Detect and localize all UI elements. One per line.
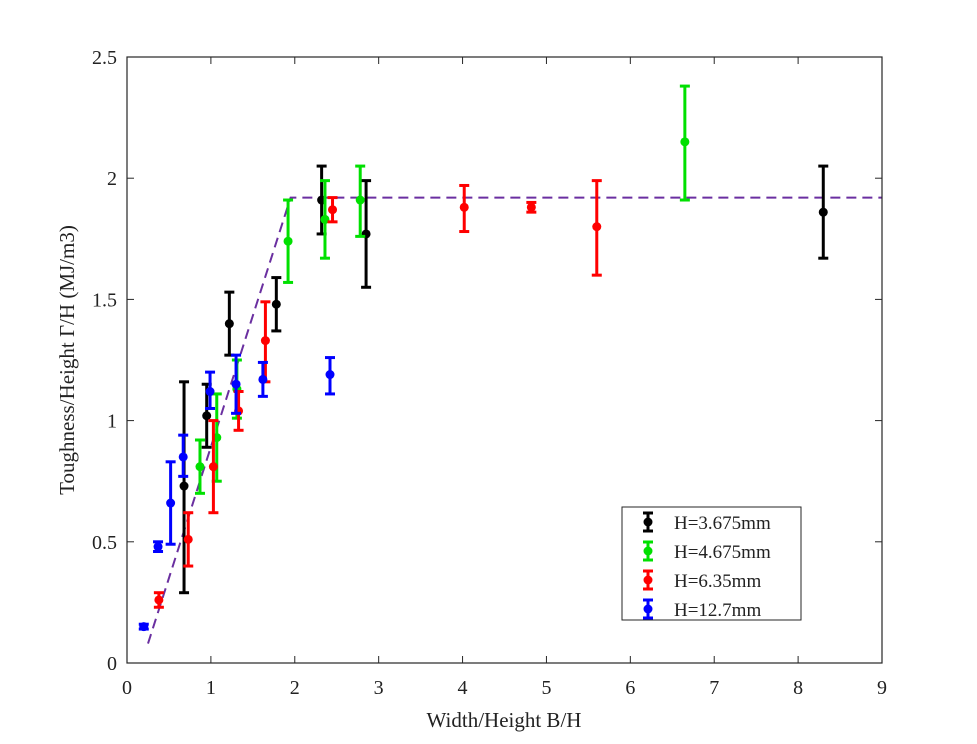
y-tick-label: 1.5 <box>92 289 117 311</box>
x-tick-label: 0 <box>122 677 132 699</box>
x-tick-label: 9 <box>877 677 887 699</box>
data-point <box>224 319 234 329</box>
legend-marker <box>643 517 653 527</box>
y-axis-title: Toughness/Height Γ/H (MJ/m3) <box>55 225 79 495</box>
y-tick-label: 0 <box>107 653 117 675</box>
y-tick-label: 2.5 <box>92 47 117 69</box>
x-tick-label: 1 <box>206 677 216 699</box>
series-3 <box>138 353 336 632</box>
legend-label: H=3.675mm <box>674 513 771 534</box>
y-tick-label: 1 <box>107 411 117 433</box>
data-point <box>526 202 536 212</box>
axis-ticks <box>126 56 883 664</box>
data-point <box>202 411 212 421</box>
data-point <box>355 195 365 205</box>
data-point <box>592 222 602 232</box>
data-point <box>328 205 338 215</box>
tick-labels: 0 1 2 3 4 5 6 7 8 9 0 0.5 1 1.5 2 2.5 <box>92 47 887 699</box>
data-point <box>258 374 268 384</box>
data-point <box>153 542 163 552</box>
data-point <box>178 452 188 462</box>
x-axis-title: Width/Height B/H <box>427 708 582 732</box>
y-tick-label: 2 <box>107 168 117 190</box>
x-tick-label: 4 <box>458 677 468 699</box>
legend-label: H=6.35mm <box>674 571 761 592</box>
data-point <box>680 137 690 147</box>
legend-marker <box>643 546 653 556</box>
plot-marks <box>138 84 882 644</box>
legend-label: H=12.7mm <box>674 600 761 621</box>
legend-label: H=4.675mm <box>674 542 771 563</box>
y-tick-label: 0.5 <box>92 532 117 554</box>
legend: H=3.675mm H=4.675mm H=6.35mm H=12.7mm <box>621 506 802 621</box>
data-point <box>183 534 193 544</box>
data-point <box>154 595 164 605</box>
data-point <box>208 462 218 472</box>
legend-marker <box>643 604 653 614</box>
trend-line <box>147 196 882 644</box>
data-point <box>205 387 215 397</box>
data-point <box>325 370 335 380</box>
data-point <box>231 379 241 389</box>
data-point <box>166 498 176 508</box>
data-point <box>320 214 330 224</box>
data-point <box>260 336 270 346</box>
x-tick-label: 5 <box>541 677 551 699</box>
x-tick-label: 6 <box>625 677 635 699</box>
data-point <box>459 202 469 212</box>
x-tick-label: 3 <box>374 677 384 699</box>
data-point <box>195 462 205 472</box>
data-point <box>818 207 828 217</box>
data-point <box>139 622 149 632</box>
data-point <box>283 236 293 246</box>
x-tick-label: 7 <box>709 677 719 699</box>
data-point <box>179 481 189 491</box>
data-point <box>271 299 281 309</box>
plot-frame <box>126 56 883 664</box>
x-tick-label: 8 <box>793 677 803 699</box>
legend-marker <box>643 575 653 585</box>
x-tick-label: 2 <box>290 677 300 699</box>
